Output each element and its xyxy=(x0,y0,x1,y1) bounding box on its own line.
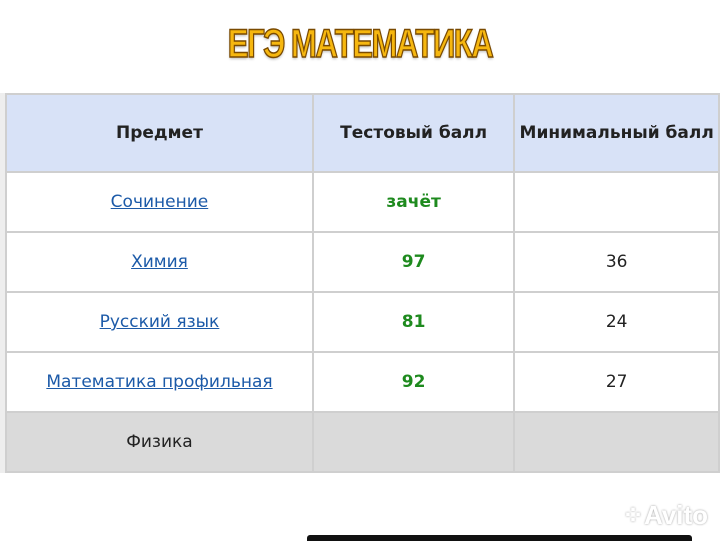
avito-watermark: ⁘Avito xyxy=(622,500,708,530)
subject-link[interactable]: Русский язык xyxy=(99,312,220,332)
page-title: ЕГЭ МАТЕМАТИКА xyxy=(227,21,494,67)
table-row: Сочинение зачёт xyxy=(5,171,720,233)
table-row: Химия 97 36 xyxy=(5,231,720,293)
results-table: Предмет Тестовый балл Минимальный балл С… xyxy=(5,93,720,473)
header-subject: Предмет xyxy=(5,93,314,173)
min-cell: 24 xyxy=(513,291,720,353)
score-cell: зачёт xyxy=(311,171,516,233)
score-cell: 97 xyxy=(311,231,516,293)
subject-link[interactable]: Химия xyxy=(131,252,188,272)
avito-logo-icon: ⁘ xyxy=(622,500,644,530)
min-cell: 36 xyxy=(513,231,720,293)
subject-cell: Физика xyxy=(5,411,314,473)
table-row: Русский язык 81 24 xyxy=(5,291,720,353)
table-row: Математика профильная 92 27 xyxy=(5,351,720,413)
score-cell: 92 xyxy=(311,351,516,413)
subject-link[interactable]: Сочинение xyxy=(110,192,209,212)
table-row-disabled: Физика xyxy=(5,411,720,473)
subject-link[interactable]: Математика профильная xyxy=(46,372,273,392)
home-indicator-bar xyxy=(307,535,692,541)
min-cell xyxy=(513,171,720,233)
score-cell xyxy=(311,411,516,473)
min-cell xyxy=(513,411,720,473)
score-cell: 81 xyxy=(311,291,516,353)
header-test-score: Тестовый балл xyxy=(311,93,516,173)
table-header: Предмет Тестовый балл Минимальный балл xyxy=(5,93,720,173)
min-cell: 27 xyxy=(513,351,720,413)
header-min-score: Минимальный балл xyxy=(513,93,720,173)
